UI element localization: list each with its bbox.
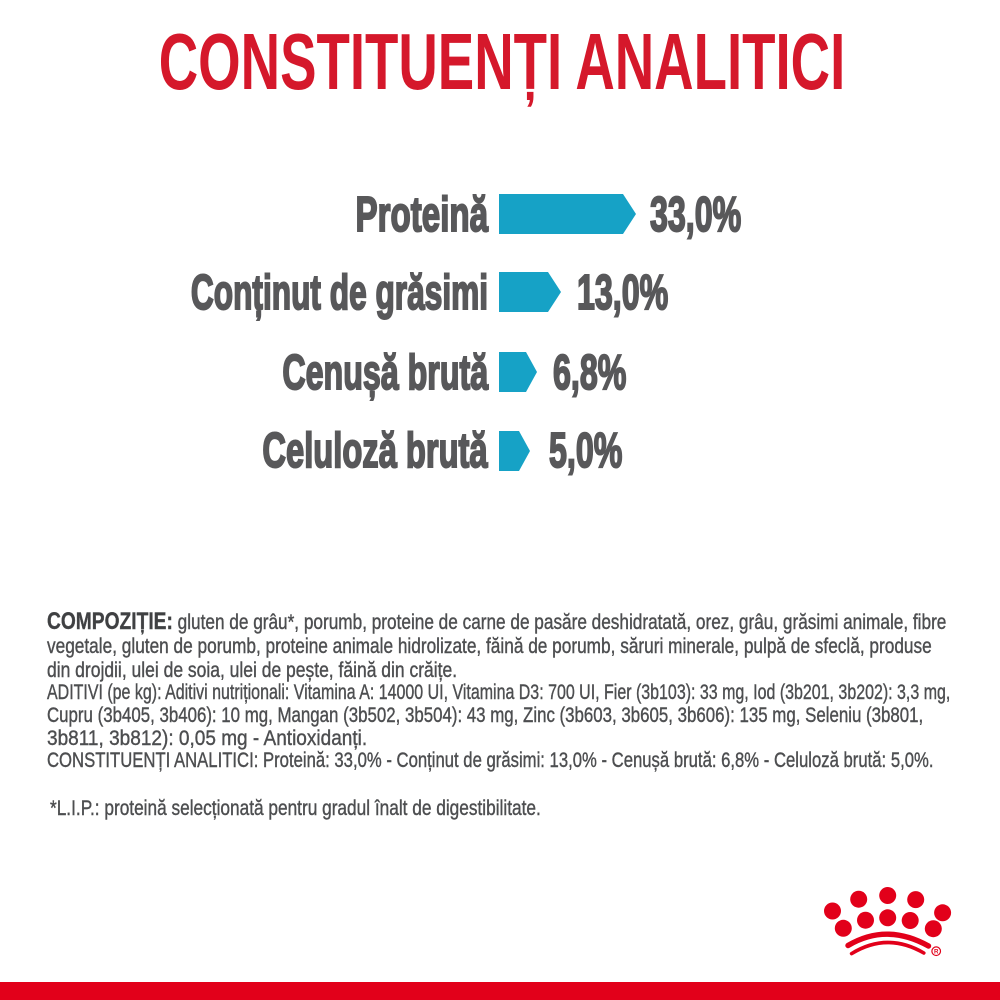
svg-text:R: R — [934, 949, 939, 956]
